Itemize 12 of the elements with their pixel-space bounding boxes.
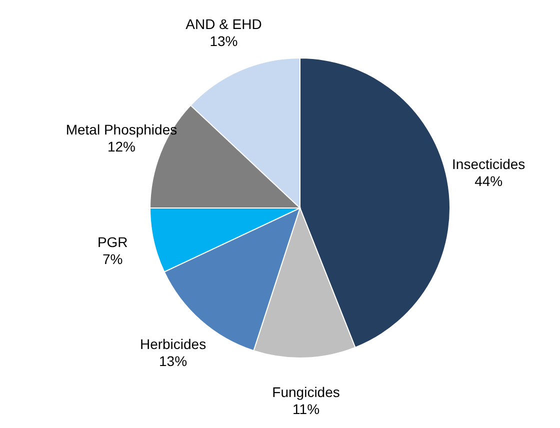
data-label: 44% bbox=[474, 173, 503, 190]
data-label: 13% bbox=[210, 32, 238, 49]
data-label: 13% bbox=[159, 353, 188, 370]
slice-label: Fungicides bbox=[272, 384, 340, 400]
data-label: 11% bbox=[292, 400, 320, 417]
slice-label: Herbicides bbox=[140, 336, 206, 352]
data-label: 7% bbox=[102, 250, 123, 267]
slice-label: AND & EHD bbox=[186, 16, 262, 32]
data-label: 12% bbox=[107, 138, 136, 154]
slice-label: Insecticides bbox=[452, 156, 526, 172]
slice-label: PGR bbox=[97, 234, 128, 250]
slice-label: Metal Phosphides bbox=[66, 121, 178, 138]
